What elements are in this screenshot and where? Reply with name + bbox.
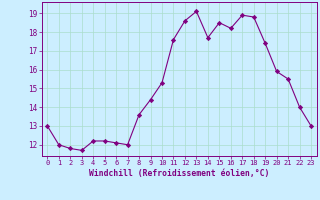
X-axis label: Windchill (Refroidissement éolien,°C): Windchill (Refroidissement éolien,°C) bbox=[89, 169, 269, 178]
